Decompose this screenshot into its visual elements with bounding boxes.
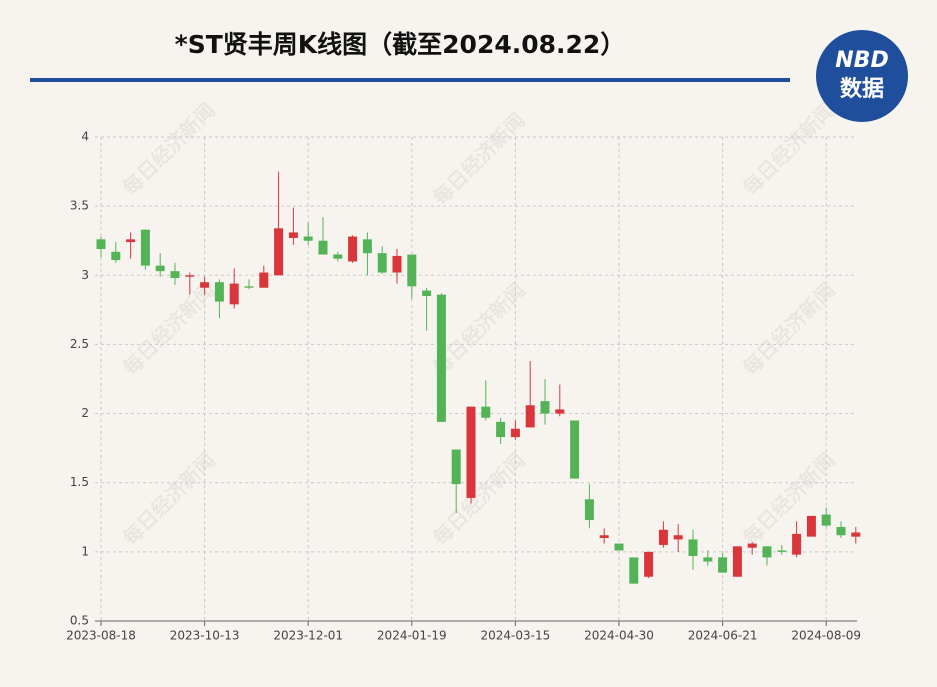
logo: NBD 数据 [816,30,908,122]
x-tick-label: 2024-04-30 [584,629,654,643]
y-tick-label: 1.5 [70,475,89,489]
candle-body [422,290,432,297]
candle-body [333,254,343,259]
candle-body [644,551,654,577]
candle-body [318,240,328,255]
candle-body [792,533,802,555]
candle-body [244,286,254,288]
x-tick-label: 2024-01-19 [377,629,447,643]
title-underline [30,78,790,82]
candle-body [555,409,565,414]
y-tick-label: 0.5 [70,614,89,628]
watermark: 每日经济新闻 [428,108,530,210]
logo-text: 数据 [840,76,884,102]
x-tick-label: 2024-08-09 [791,629,861,643]
watermark: 每日经济新闻 [738,98,840,200]
watermark: 每日经济新闻 [118,98,220,200]
candle-body [407,254,417,287]
candle-body [377,253,387,273]
candle-body [732,546,742,577]
candle-body [111,251,121,261]
candle-body [821,514,831,526]
x-tick-label: 2023-08-18 [66,629,136,643]
candle-body [96,239,106,250]
candle-body [496,421,506,438]
x-tick-label: 2023-10-13 [170,629,240,643]
y-tick-label: 3.5 [70,199,89,213]
candle-body [466,406,476,498]
chart-title: *ST贤丰周K线图（截至2024.08.22） [175,30,626,59]
candle-body [584,499,594,521]
candle-body [288,232,298,238]
logo-circle [816,30,908,122]
candle-body [703,557,713,562]
watermark: 每日经济新闻 [738,448,840,550]
candle-body [762,546,772,558]
candle-body [362,239,372,254]
candle-body [214,282,224,302]
candle-body [155,265,165,272]
candle-body [436,294,446,422]
candle-body [836,526,846,536]
candle-body [718,557,728,573]
candle-body [348,236,358,262]
candle-body [599,535,609,539]
candle-body [451,449,461,485]
watermark: 每日经济新闻 [428,448,530,550]
y-tick-label: 4 [81,130,89,144]
candle-body [259,272,269,288]
candle-body [851,532,861,537]
x-tick-label: 2024-03-15 [481,629,551,643]
candle-body [658,529,668,545]
candle-body [274,228,284,276]
plot: 0.5 1 1.5 2 2.5 3 3.5 4 2023-08-18 2023-10-13 2023… [66,130,861,643]
candle-body [481,406,491,418]
candle-body [140,229,150,266]
watermark: 每日经济新闻 [738,278,840,380]
x-tick-label: 2023-12-01 [273,629,343,643]
candle-body [614,543,624,551]
candle-body [170,271,180,279]
y-tick-label: 2 [81,406,89,420]
candle-body [126,239,136,243]
candle-body [510,428,520,438]
logo-text: NBD [835,48,888,73]
x-tick-label: 2024-06-21 [688,629,758,643]
candle-body [747,543,757,548]
candle-body [570,420,580,479]
candle-body [200,282,210,288]
candle-body [777,550,787,552]
candle-body [688,539,698,557]
candle-body [540,401,550,414]
candle-body [392,255,402,273]
candle-body [673,535,683,540]
y-tick-label: 1 [81,544,89,558]
y-tick-label: 2.5 [70,337,89,351]
y-tick-label: 3 [81,268,89,282]
candle-body [806,515,816,537]
candle-body [629,557,639,584]
candle-body [229,283,239,305]
candle-body [303,236,313,241]
candle-body [185,275,195,277]
candle-body [525,405,535,428]
